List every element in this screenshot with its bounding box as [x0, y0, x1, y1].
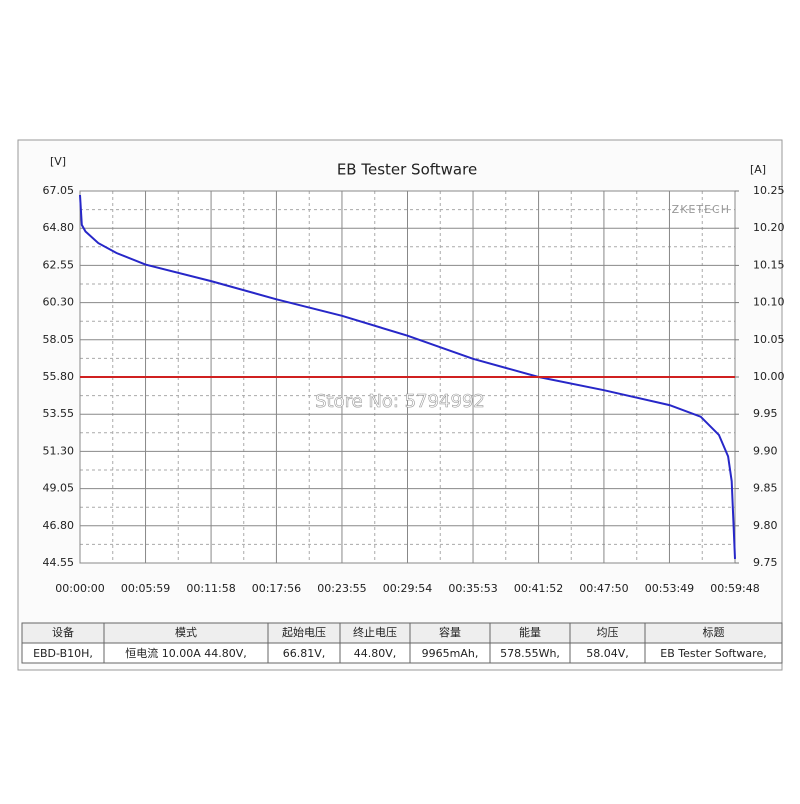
x-tick-label: 00:29:54 [383, 582, 432, 595]
x-tick-label: 00:35:53 [448, 582, 497, 595]
y2-tick-label: 10.10 [753, 296, 785, 309]
table-cell: EBD-B10H, [33, 647, 93, 660]
table-header: 均压 [597, 626, 619, 639]
marks [79, 194, 736, 559]
y-tick-label: 55.80 [43, 370, 75, 383]
y2-tick-label: 10.20 [753, 221, 785, 234]
table-header: 容量 [439, 625, 461, 639]
y2-tick-label: 10.00 [753, 370, 785, 383]
y2-tick-label: 10.15 [753, 258, 785, 271]
table-cell: 恒电流 10.00A 44.80V, [125, 646, 247, 660]
y2-tick-label: 10.25 [753, 184, 785, 197]
y-tick-label: 64.80 [43, 221, 75, 234]
table-cell: EB Tester Software, [660, 647, 766, 660]
y-tick-label: 46.80 [43, 519, 75, 532]
y-axis-label: [V] [50, 155, 66, 168]
y-tick-label: 60.30 [43, 296, 75, 309]
x-tick-label: 00:59:48 [710, 582, 759, 595]
x-tick-label: 00:00:00 [55, 582, 104, 595]
table-header: 设备 [52, 625, 74, 639]
y2-tick-label: 9.95 [753, 407, 778, 420]
table-header: 模式 [175, 626, 197, 639]
y2-tick-label: 10.05 [753, 333, 785, 346]
x-tick-label: 00:53:49 [645, 582, 694, 595]
y2-tick-label: 9.90 [753, 444, 778, 457]
table-cell: 9965mAh, [422, 647, 479, 660]
y-tick-label: 58.05 [43, 333, 75, 346]
y-tick-label: 67.05 [43, 184, 75, 197]
y2-tick-label: 9.85 [753, 482, 778, 495]
x-tick-label: 00:11:58 [186, 582, 235, 595]
x-tick-label: 00:17:56 [252, 582, 301, 595]
watermark: ZKETECH [672, 203, 730, 216]
info-table: 设备 模式 起始电压 终止电压 容量 能量 均压 标题 EBD-B10H, 恒电流 10.00A … [21, 622, 783, 664]
chart-title: EB Tester Software [337, 161, 477, 179]
table-header-bg [21, 622, 783, 644]
series-line [79, 194, 736, 559]
table-header: 起始电压 [282, 625, 326, 639]
store-watermark: Store No: 5794992 [315, 391, 485, 412]
y-tick-label: 53.55 [43, 407, 75, 420]
x-tick-label: 00:23:55 [317, 582, 366, 595]
y2-tick-label: 9.80 [753, 519, 778, 532]
y-tick-label: 44.55 [43, 556, 75, 569]
y2-tick-label: 9.75 [753, 556, 778, 569]
table-cell: 578.55Wh, [500, 647, 560, 660]
table-cell: 44.80V, [354, 647, 397, 660]
table-header: 标题 [703, 625, 725, 639]
y-tick-label: 51.30 [43, 444, 75, 457]
x-tick-label: 00:41:52 [514, 582, 563, 595]
y2-axis-label: [A] [750, 163, 766, 176]
table-header: 能量 [519, 625, 541, 639]
table-header: 终止电压 [353, 625, 397, 639]
x-tick-label: 00:05:59 [121, 582, 170, 595]
y-tick-label: 62.55 [43, 258, 75, 271]
table-cell: 58.04V, [586, 647, 629, 660]
x-tick-label: 00:47:50 [579, 582, 628, 595]
table-cell: 66.81V, [283, 647, 326, 660]
y-tick-label: 49.05 [43, 482, 75, 495]
